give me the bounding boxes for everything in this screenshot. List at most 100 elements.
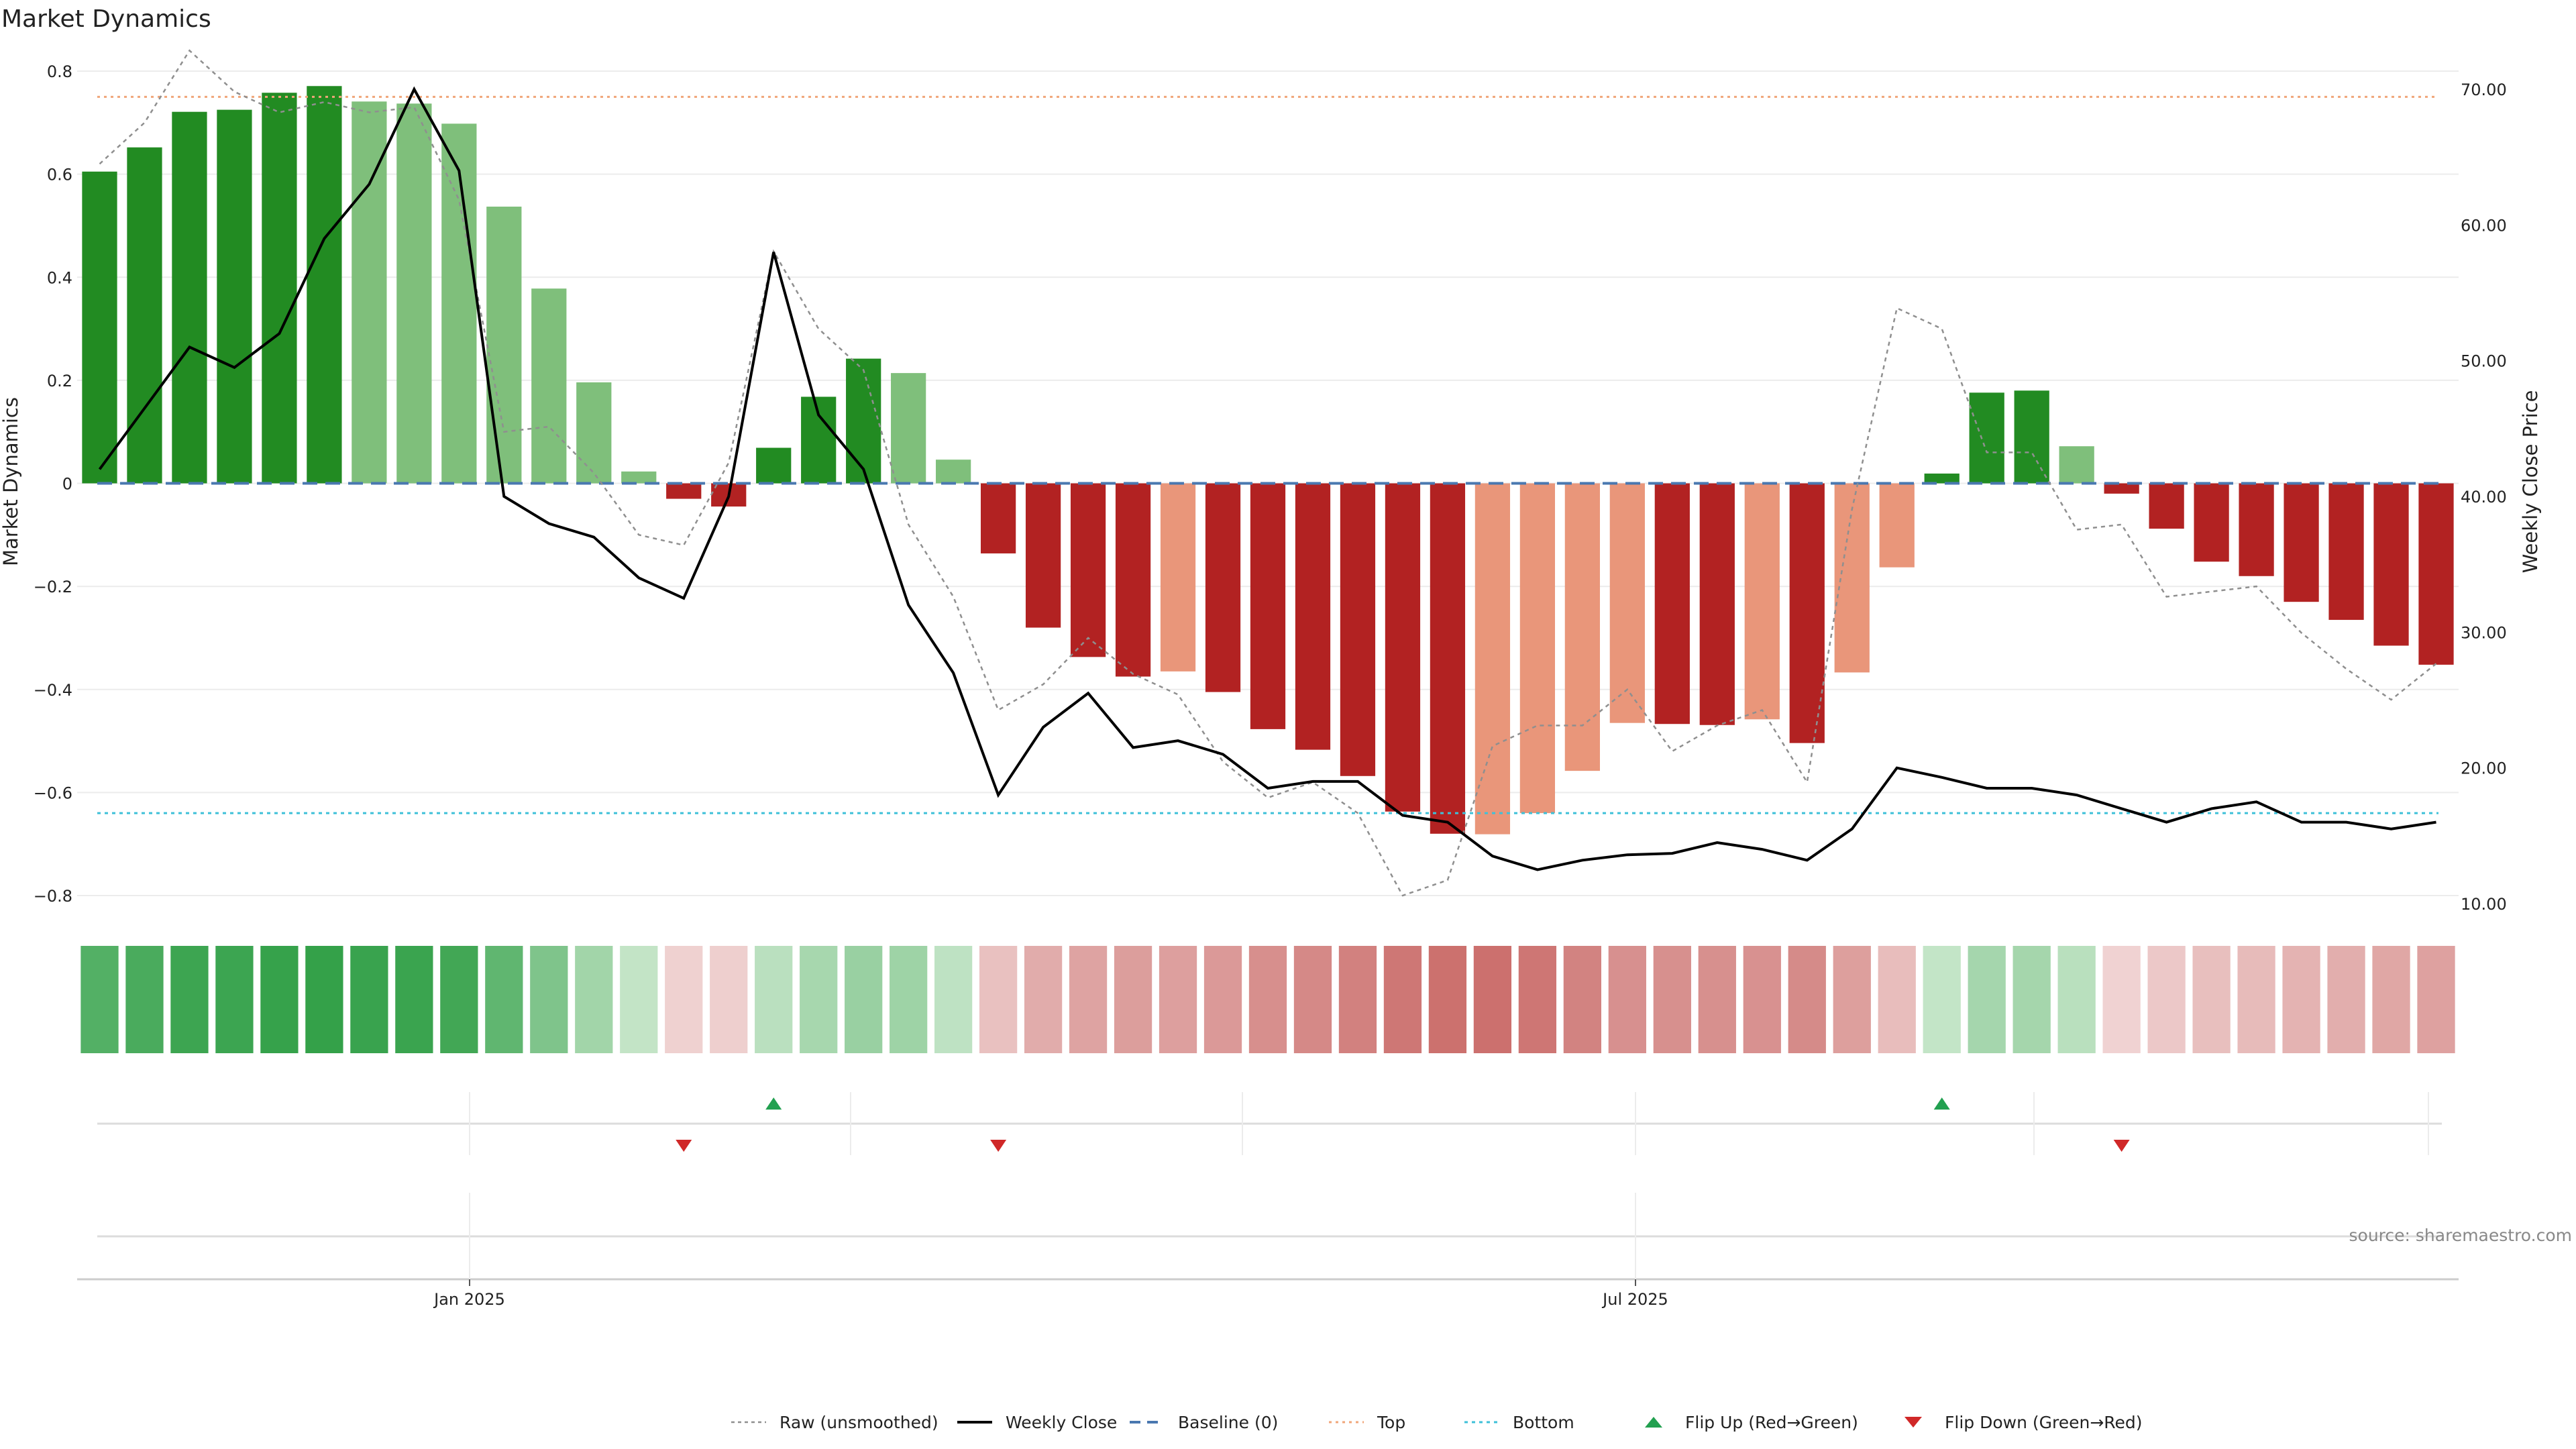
heat-cell [125, 946, 164, 1053]
bar [1519, 483, 1556, 814]
heat-cell [710, 946, 748, 1053]
bar [2194, 483, 2229, 562]
bar [801, 396, 837, 484]
date-axis-panel: Jan 2025 Jul 2025 [77, 1193, 2459, 1309]
bars [82, 86, 2454, 835]
bar [1340, 483, 1376, 776]
legend: Raw (unsmoothed) Weekly Close Baseline (0)… [731, 1413, 2143, 1432]
left-tick-label: −0.2 [34, 578, 72, 596]
bar [1205, 483, 1241, 692]
heat-cell [350, 946, 388, 1053]
bar [1834, 483, 1870, 673]
bar [2418, 483, 2454, 665]
bar [2239, 483, 2274, 576]
bar [1564, 483, 1600, 771]
heat-cell [1653, 946, 1691, 1053]
heat-cell [890, 946, 928, 1053]
bar [441, 123, 477, 484]
left-tick-label: 0.2 [47, 372, 72, 390]
bar [1879, 483, 1915, 568]
heat-cell [620, 946, 658, 1053]
heat-cell [1293, 946, 1332, 1053]
heat-cell [1473, 946, 1512, 1053]
heat-cell [665, 946, 703, 1053]
right-axis-label: Weekly Close Price [2519, 390, 2542, 574]
heat-cell [934, 946, 973, 1053]
bar [1250, 483, 1286, 729]
bar [1654, 483, 1690, 724]
legend-label: Top [1377, 1413, 1405, 1432]
date-tick-label: Jan 2025 [433, 1290, 505, 1309]
left-tick-label: 0.4 [47, 268, 72, 287]
heat-cell [2372, 946, 2410, 1053]
bar [262, 93, 297, 484]
heat-cell [305, 946, 343, 1053]
heat-cell [2012, 946, 2051, 1053]
bar [756, 447, 792, 484]
legend-flip-up-symbol [1645, 1417, 1662, 1428]
heat-cell [2192, 946, 2231, 1053]
heat-cell [1608, 946, 1646, 1053]
legend-label: Baseline (0) [1178, 1413, 1278, 1432]
bar [2059, 446, 2094, 484]
right-tick-label: 70.00 [2461, 80, 2507, 99]
flip-up-marker [1933, 1097, 1950, 1110]
heat-cell [1159, 946, 1197, 1053]
heat-cell [1743, 946, 1781, 1053]
bar [486, 207, 522, 484]
heat-cell [215, 946, 254, 1053]
bar [1070, 483, 1106, 657]
legend-label: Bottom [1513, 1413, 1574, 1432]
left-tick-label: 0.8 [47, 62, 72, 81]
bar [127, 147, 162, 484]
heat-cell [440, 946, 478, 1053]
heat-cell [979, 946, 1018, 1053]
bar [531, 288, 567, 484]
bar [1789, 483, 1825, 743]
heat-cell [1923, 946, 1961, 1053]
legend-label: Flip Up (Red→Green) [1685, 1413, 1858, 1432]
bar [1115, 483, 1151, 677]
heat-cell [1788, 946, 1826, 1053]
flip-down-marker [990, 1140, 1007, 1152]
bar [1969, 392, 2004, 484]
bar [1295, 483, 1331, 750]
bar [2328, 483, 2364, 621]
bar [2104, 483, 2139, 494]
heat-cell [2282, 946, 2320, 1053]
flip-up-marker [765, 1097, 782, 1110]
raw-series-line [99, 49, 2437, 897]
left-axis-ticks: 0.8 0.6 0.4 0.2 0 −0.2 −0.4 −0.6 −0.8 [34, 62, 72, 906]
heat-cell [755, 946, 793, 1053]
heat-cell [800, 946, 838, 1053]
left-axis-label: Market Dynamics [0, 397, 22, 566]
bar [307, 86, 342, 484]
heat-strip [80, 946, 2455, 1053]
heat-cell [2147, 946, 2186, 1053]
heat-cell [2057, 946, 2096, 1053]
flip-markers-panel [97, 1092, 2442, 1155]
heat-cell [1338, 946, 1377, 1053]
heat-cell [2102, 946, 2141, 1053]
chart-title: Market Dynamics [1, 5, 211, 33]
heat-cell [2417, 946, 2455, 1053]
heat-cell [1968, 946, 2006, 1053]
heat-cell [395, 946, 433, 1053]
bar [846, 358, 881, 484]
heat-cell [1203, 946, 1242, 1053]
heat-cell [1833, 946, 1871, 1053]
legend-label: Raw (unsmoothed) [780, 1413, 938, 1432]
bar [2149, 483, 2184, 529]
bar [396, 103, 432, 484]
bar [1699, 483, 1735, 725]
bar [2284, 483, 2319, 602]
bar [2373, 483, 2409, 646]
bar [1474, 483, 1511, 835]
legend-label: Weekly Close [1006, 1413, 1117, 1432]
bar [82, 171, 117, 484]
right-tick-label: 20.00 [2461, 759, 2507, 778]
reference-lines [97, 95, 2438, 814]
bar [217, 109, 252, 484]
heat-cell [1383, 946, 1422, 1053]
